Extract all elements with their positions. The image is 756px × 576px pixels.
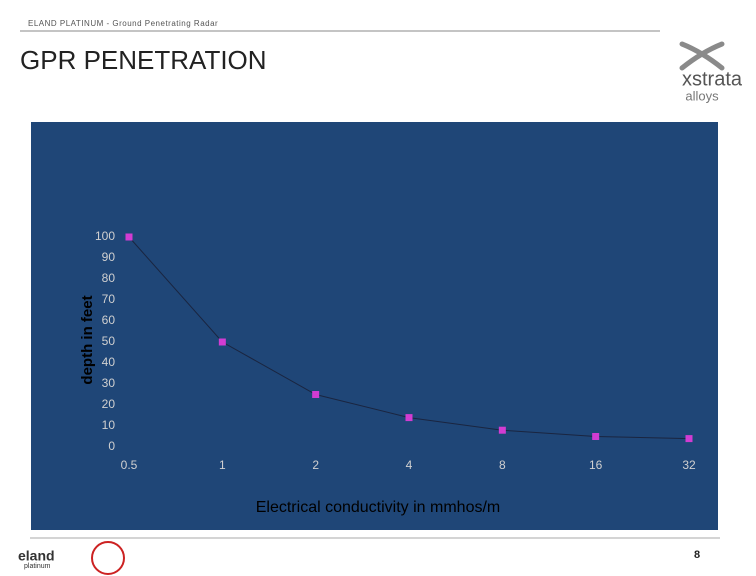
- y-tick-label: 80: [102, 271, 116, 285]
- slide-title: GPR PENETRATION: [20, 45, 267, 75]
- logo-sub: alloys: [685, 88, 719, 103]
- point-marker: [312, 391, 320, 398]
- x-tick-label: 4: [406, 458, 413, 472]
- header: ELAND PLATINUM - Ground Penetrating Rada…: [28, 19, 218, 28]
- y-tick-label: 30: [102, 376, 116, 390]
- logo-name: xstrata: [682, 68, 743, 90]
- logo-mark: [679, 41, 725, 71]
- footer-logo-sub: platinum: [24, 563, 51, 570]
- y-tick-label: 60: [102, 313, 116, 327]
- x-tick-label: 32: [682, 458, 696, 472]
- page-number: 8: [694, 549, 700, 561]
- y-axis-label: depth in feet: [79, 295, 96, 384]
- x-tick-label: 2: [312, 458, 319, 472]
- y-tick-label: 40: [102, 355, 116, 369]
- chart-panel: [31, 122, 718, 530]
- x-axis-label: Electrical conductivity in mmhos/m: [256, 499, 501, 516]
- point-marker: [498, 426, 506, 434]
- x-tick-label: 0.5: [121, 458, 138, 472]
- y-tick-label: 90: [102, 250, 116, 264]
- point-marker: [592, 433, 600, 440]
- y-tick-label: 100: [95, 229, 115, 243]
- x-tick-label: 1: [219, 458, 226, 472]
- x-tick-label: 16: [589, 458, 603, 472]
- footer-emblem: [91, 541, 125, 575]
- point-marker: [218, 338, 226, 346]
- y-tick-label: 10: [102, 418, 116, 432]
- x-tick-label: 8: [499, 458, 506, 472]
- y-tick-label: 0: [108, 439, 115, 453]
- point-marker: [125, 233, 133, 241]
- point-marker: [405, 414, 413, 422]
- y-tick-label: 50: [102, 334, 116, 348]
- point-marker: [685, 435, 693, 443]
- y-tick-label: 20: [102, 397, 116, 411]
- footer-logo-name: eland: [18, 548, 55, 564]
- y-tick-label: 70: [102, 292, 116, 306]
